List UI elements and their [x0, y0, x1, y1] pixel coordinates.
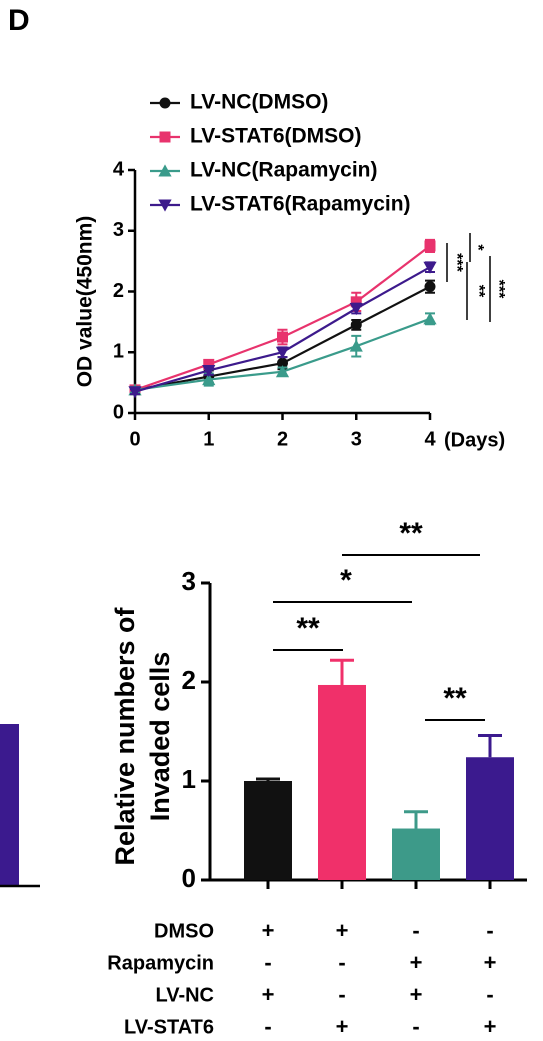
y-tick-label: 0	[113, 401, 124, 423]
legend-label: LV-STAT6(Rapamycin)	[190, 193, 411, 216]
y-tick-label: 2	[182, 665, 196, 695]
legend-label: LV-STAT6(DMSO)	[190, 125, 362, 148]
sig-stars: *	[469, 244, 486, 251]
legend-label: LV-NC(Rapamycin)	[190, 159, 377, 182]
table-mark: -	[486, 918, 493, 943]
error-bar	[330, 658, 354, 685]
x-tick-label: 0	[129, 428, 140, 450]
bar	[244, 781, 292, 880]
table-mark: +	[336, 918, 349, 943]
table-mark: +	[484, 950, 497, 975]
marker	[128, 386, 142, 399]
x-tick-label: 3	[351, 428, 362, 450]
bar	[318, 684, 366, 880]
error-bar	[478, 733, 502, 758]
marker	[349, 339, 363, 352]
panel-label: D	[8, 4, 30, 37]
x-axis-label: (Days)	[444, 429, 505, 451]
marker	[350, 296, 362, 308]
marker	[203, 358, 215, 370]
table-mark: -	[264, 950, 271, 975]
y-tick-label: 1	[113, 341, 124, 363]
table-mark: -	[338, 950, 345, 975]
table-mark: +	[262, 982, 275, 1007]
marker	[423, 261, 437, 274]
table-mark: -	[412, 918, 419, 943]
neighbour-fragment	[0, 724, 19, 886]
y-tick-label: 3	[182, 566, 196, 596]
marker	[349, 303, 363, 316]
x-tick-label: 4	[424, 428, 436, 450]
table-mark: -	[412, 1014, 419, 1039]
marker	[202, 372, 216, 386]
marker	[350, 319, 362, 331]
marker	[275, 346, 290, 359]
y-tick-label: 0	[182, 863, 196, 893]
marker	[277, 331, 288, 343]
marker	[424, 240, 436, 252]
table-row-label: LV-NC	[155, 984, 214, 1006]
table-mark: +	[262, 918, 275, 943]
x-tick-label: 2	[277, 428, 288, 450]
table-mark: -	[486, 982, 493, 1007]
sig-stars: ***	[490, 280, 507, 299]
table-mark: +	[336, 1014, 349, 1039]
marker	[159, 97, 171, 109]
bar	[392, 828, 440, 880]
y-axis-label: OD value(450nm)	[74, 216, 97, 388]
table-row-label: Rapamycin	[107, 952, 214, 974]
y-tick-label: 3	[113, 219, 124, 241]
marker	[275, 365, 290, 378]
marker	[202, 364, 216, 378]
sig-stars: **	[443, 682, 467, 715]
marker	[158, 199, 172, 212]
y-axis-label: Invaded cells	[145, 652, 175, 822]
bar	[466, 757, 514, 880]
table-mark: +	[484, 1014, 497, 1039]
table-mark: +	[410, 982, 423, 1007]
table-row-label: DMSO	[154, 920, 214, 942]
table-mark: -	[264, 1014, 271, 1039]
sig-stars: ***	[448, 253, 465, 272]
y-axis-label: Relative numbers of	[110, 606, 140, 865]
error-bar	[256, 777, 280, 781]
sig-stars: **	[470, 285, 487, 298]
y-tick-label: 4	[113, 158, 125, 180]
table-row-label: LV-STAT6	[124, 1016, 214, 1038]
error-bar	[404, 810, 428, 829]
marker	[158, 164, 172, 177]
marker	[159, 131, 171, 143]
legend-label: LV-NC(DMSO)	[190, 91, 328, 114]
sig-stars: **	[399, 517, 423, 550]
marker	[423, 312, 437, 325]
marker	[277, 357, 288, 369]
y-tick-label: 1	[182, 764, 196, 794]
table-mark: +	[410, 950, 423, 975]
x-tick-label: 1	[203, 428, 214, 450]
y-tick-label: 2	[113, 280, 124, 302]
table-mark: -	[338, 982, 345, 1007]
marker	[424, 281, 436, 293]
sig-stars: **	[296, 612, 320, 645]
sig-stars: *	[340, 564, 352, 597]
